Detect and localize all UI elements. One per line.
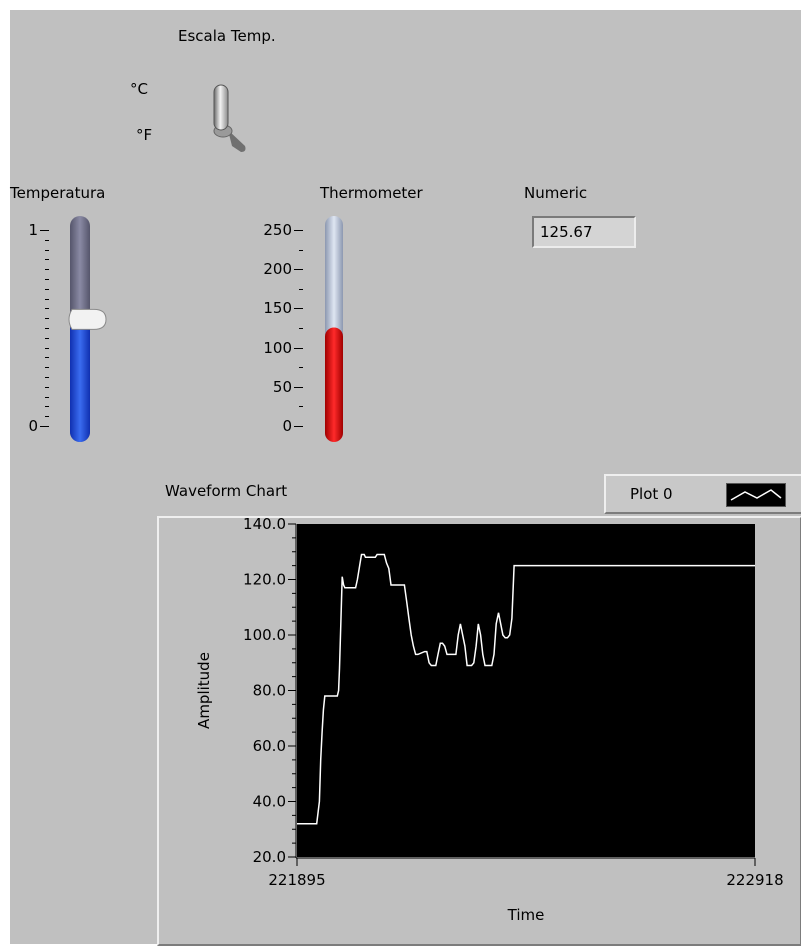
slider-minor-tick xyxy=(45,249,49,251)
thermometer-tick-minor xyxy=(299,249,303,251)
y-axis-title: Amplitude xyxy=(195,652,213,729)
slider-minor-tick xyxy=(45,328,49,329)
slider-fill xyxy=(70,319,90,442)
thermometer-tick-minor xyxy=(299,328,303,329)
thermometer-tick-major xyxy=(294,308,303,310)
thermometer-tick-major xyxy=(294,269,303,271)
thermometer-tick-label: 50 xyxy=(272,377,292,396)
x-tick-label: 222918 xyxy=(726,871,783,889)
thermometer-tick-minor xyxy=(299,288,303,290)
slider-minor-tick xyxy=(45,298,49,300)
thermometer-tick-minor xyxy=(299,406,303,408)
thermometer-tick-label: 150 xyxy=(263,299,292,318)
slider-minor-tick xyxy=(45,357,49,359)
y-tick-label: 20.0 xyxy=(253,848,286,866)
thermometer-tick-label: 0 xyxy=(282,417,292,435)
thermometer-title: Thermometer xyxy=(320,184,423,202)
legend-plot-label: Plot 0 xyxy=(630,485,673,503)
thermometer-tick-minor xyxy=(299,367,303,369)
slider-minor-tick xyxy=(45,367,49,369)
y-tick-label: 100.0 xyxy=(243,626,286,644)
slider-tick-label-min: 0 xyxy=(28,417,38,435)
thermometer-tick-label: 200 xyxy=(263,260,292,279)
waveform-plot: 140.0 120.0 100.0 80.0 60.0 40.0 20.0 221895 222… xyxy=(195,515,784,924)
thermometer-tick-label: 100 xyxy=(263,338,292,357)
thermometer-tick-major xyxy=(294,347,303,349)
thermometer-tick-major xyxy=(294,230,303,231)
slider-minor-tick xyxy=(45,279,49,280)
x-tick-label: 221895 xyxy=(268,871,325,889)
slider-minor-tick xyxy=(45,347,49,349)
y-tick-label: 40.0 xyxy=(253,793,286,811)
numeric-title: Numeric xyxy=(524,184,588,202)
switch-title: Escala Temp. xyxy=(178,27,276,45)
plot-legend[interactable]: Plot 0 xyxy=(604,474,801,514)
slider-tick-major-max xyxy=(40,230,49,231)
slider-minor-tick xyxy=(45,406,49,408)
front-panel: Escala Temp. °C °F Temperatura 1 0 xyxy=(10,10,801,946)
slider-minor-tick xyxy=(45,308,49,310)
switch-label-celsius: °C xyxy=(130,80,148,98)
thermometer-tick-major xyxy=(294,386,303,388)
y-tick-label: 80.0 xyxy=(253,682,286,700)
temperatura-slider[interactable] xyxy=(68,214,114,446)
thermometer-indicator xyxy=(325,216,343,442)
slider-minor-tick xyxy=(45,416,49,418)
y-tick-label: 120.0 xyxy=(243,571,286,589)
temp-scale-toggle-switch[interactable] xyxy=(198,80,258,160)
chart-title: Waveform Chart xyxy=(165,482,288,500)
plot-style-icon[interactable] xyxy=(726,483,786,507)
x-axis-title: Time xyxy=(507,906,545,924)
switch-lever xyxy=(213,84,229,131)
slider-minor-tick xyxy=(45,396,49,398)
switch-shadow xyxy=(228,130,246,152)
y-tick-label: 60.0 xyxy=(253,737,286,755)
series-line-plot-0 xyxy=(297,553,755,825)
line-style-icon xyxy=(730,489,782,501)
switch-label-fahrenheit: °F xyxy=(136,126,153,144)
slider-tick-major-min xyxy=(40,426,49,427)
slider-minor-tick xyxy=(45,269,49,271)
slider-minor-tick xyxy=(45,337,49,339)
slider-title: Temperatura xyxy=(10,184,106,202)
thermometer-tick-label: 250 xyxy=(263,221,292,239)
slider-minor-tick xyxy=(45,377,49,378)
slider-minor-tick xyxy=(45,259,49,261)
thermometer-tick-major xyxy=(294,426,303,427)
slider-thumb[interactable] xyxy=(68,308,107,330)
numeric-indicator: 125.67 xyxy=(532,216,636,248)
slider-minor-tick xyxy=(45,239,49,241)
slider-minor-tick xyxy=(45,288,49,290)
thermometer-fill xyxy=(325,327,343,442)
y-tick-label: 140.0 xyxy=(243,515,286,533)
slider-minor-tick xyxy=(45,386,49,388)
slider-tick-label-max: 1 xyxy=(28,221,38,239)
plot-area xyxy=(297,524,755,857)
slider-minor-tick xyxy=(45,318,49,320)
